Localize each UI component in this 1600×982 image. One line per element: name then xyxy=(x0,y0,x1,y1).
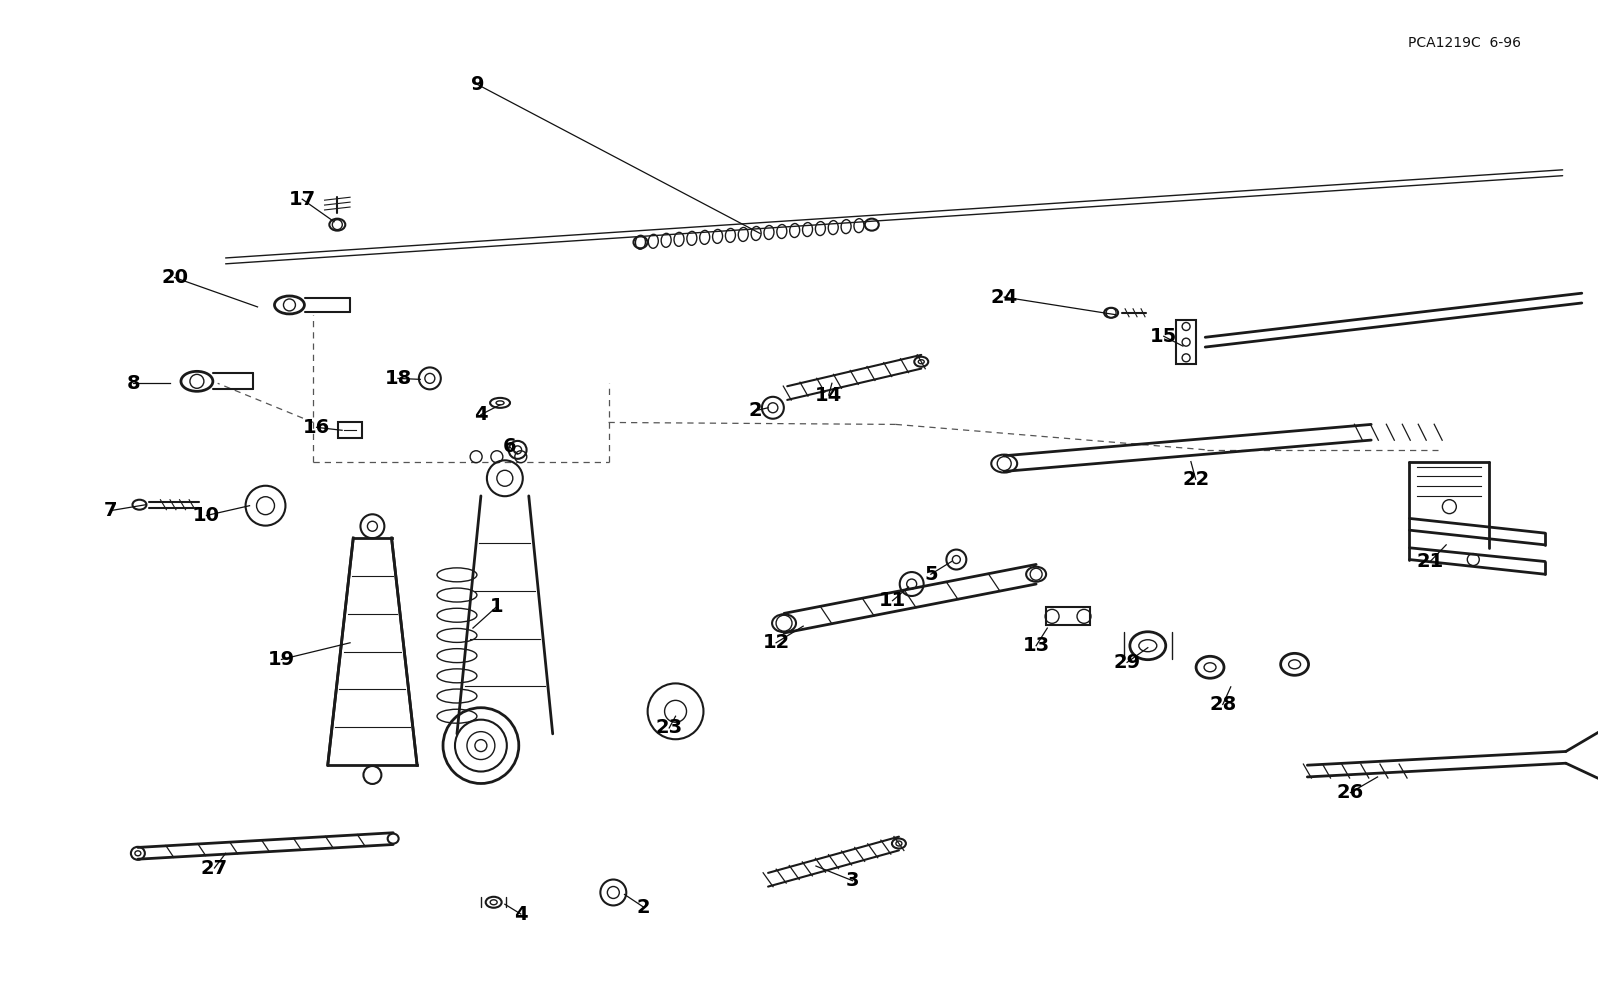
Text: PCA1219C  6-96: PCA1219C 6-96 xyxy=(1408,35,1522,49)
Text: 14: 14 xyxy=(814,386,842,405)
Bar xyxy=(1176,320,1197,364)
Text: 9: 9 xyxy=(470,75,485,94)
Text: 8: 8 xyxy=(126,374,139,393)
Text: 7: 7 xyxy=(104,501,117,520)
Text: 21: 21 xyxy=(1416,552,1443,571)
Text: 19: 19 xyxy=(267,650,294,669)
Text: 24: 24 xyxy=(990,288,1018,306)
Text: 5: 5 xyxy=(925,565,938,583)
Text: 17: 17 xyxy=(288,190,315,209)
Text: 16: 16 xyxy=(302,418,330,437)
Text: 11: 11 xyxy=(878,591,906,610)
Text: 6: 6 xyxy=(502,437,517,457)
Text: 13: 13 xyxy=(1022,636,1050,655)
Text: 15: 15 xyxy=(1150,327,1178,346)
Text: 28: 28 xyxy=(1210,695,1237,714)
Text: 4: 4 xyxy=(474,406,488,424)
Text: 22: 22 xyxy=(1182,469,1210,489)
Text: 20: 20 xyxy=(162,268,189,287)
Text: 12: 12 xyxy=(763,633,790,652)
Text: 18: 18 xyxy=(384,369,411,388)
Text: 3: 3 xyxy=(846,871,859,891)
Bar xyxy=(338,422,362,438)
Text: 1: 1 xyxy=(490,597,504,616)
Text: 4: 4 xyxy=(514,904,528,923)
Text: 27: 27 xyxy=(202,858,229,878)
Text: 2: 2 xyxy=(637,898,651,916)
Text: 26: 26 xyxy=(1338,783,1365,802)
Bar xyxy=(1046,607,1090,626)
Text: 2: 2 xyxy=(749,402,762,420)
Text: 10: 10 xyxy=(194,506,219,525)
Text: 29: 29 xyxy=(1114,653,1141,672)
Text: 23: 23 xyxy=(656,719,683,737)
